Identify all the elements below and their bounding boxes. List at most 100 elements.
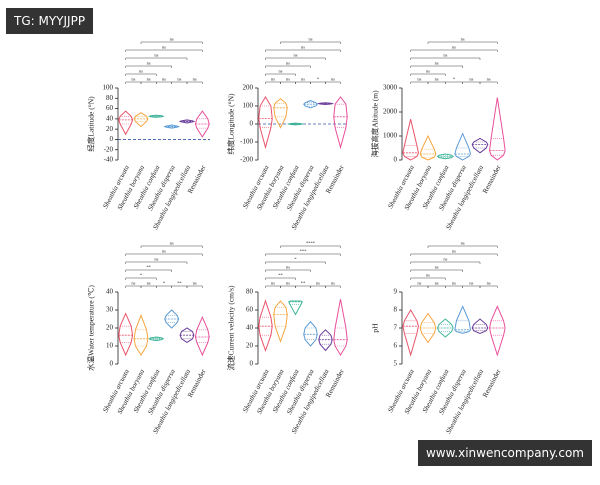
significance-bracket	[125, 65, 172, 68]
significance-bracket	[295, 285, 311, 288]
significance-label: ns	[286, 281, 290, 286]
significance-label: **	[146, 265, 151, 270]
y-axis-label: pH	[371, 323, 380, 333]
significance-label: ns	[147, 77, 151, 82]
significance-bracket	[140, 285, 157, 288]
significance-bracket	[280, 285, 296, 288]
y-tick-label: 10	[106, 342, 114, 350]
y-tick-label: 3000	[383, 84, 398, 92]
significance-label: ns	[193, 77, 197, 82]
y-tick-label: 60	[106, 104, 114, 112]
significance-label: ns	[301, 45, 305, 50]
y-tick-label: -20	[104, 145, 114, 153]
significance-label: ns	[452, 281, 456, 286]
significance-bracket	[140, 41, 203, 44]
violin	[273, 300, 288, 344]
y-tick-label: 1000	[383, 132, 398, 140]
significance-bracket	[265, 285, 281, 288]
significance-label: ns	[162, 45, 166, 50]
significance-bracket	[410, 285, 429, 288]
significance-bracket	[445, 285, 463, 288]
significance-bracket	[265, 57, 326, 60]
significance-bracket	[265, 261, 326, 264]
y-tick-label: -200	[240, 156, 253, 164]
significance-bracket	[265, 65, 311, 68]
significance-label: *	[317, 77, 320, 82]
significance-label: ns	[435, 265, 439, 270]
significance-label: *	[453, 77, 456, 82]
significance-bracket	[410, 81, 429, 84]
significance-bracket	[156, 81, 172, 84]
significance-label: ns	[271, 281, 275, 286]
significance-label: ns	[469, 281, 473, 286]
significance-label: ns	[461, 37, 465, 42]
significance-label: ns	[131, 281, 135, 286]
y-tick-label: 80	[106, 94, 114, 102]
significance-label: ns	[443, 257, 447, 262]
violin	[133, 112, 149, 128]
significance-label: ns	[452, 45, 456, 50]
significance-bracket	[156, 285, 172, 288]
significance-label: ns	[271, 77, 275, 82]
y-tick-label: 20	[106, 125, 114, 133]
significance-label: ns	[131, 77, 135, 82]
violin	[133, 314, 149, 356]
y-tick-label: 30	[106, 306, 114, 314]
y-tick-label: 7	[394, 324, 398, 332]
significance-bracket	[410, 277, 446, 280]
significance-label: ns	[147, 281, 151, 286]
significance-bracket	[140, 81, 157, 84]
y-tick-label: 20	[246, 342, 254, 350]
significance-label: ns	[193, 281, 197, 286]
y-tick-label: 200	[243, 84, 254, 92]
significance-bracket	[427, 245, 498, 248]
y-axis-label: 海拔高度Altitude (m)	[370, 90, 380, 158]
significance-label: ns	[162, 249, 166, 254]
significance-bracket	[171, 81, 188, 84]
y-tick-label: 40	[106, 114, 114, 122]
significance-label: ns	[435, 281, 439, 286]
significance-label: ns	[286, 61, 290, 66]
significance-bracket	[295, 81, 311, 84]
significance-bracket	[280, 41, 341, 44]
significance-label: ns	[177, 77, 181, 82]
violin	[318, 329, 333, 352]
significance-label: ns	[443, 53, 447, 58]
violin	[436, 318, 454, 338]
significance-bracket	[125, 57, 188, 60]
significance-label: ns	[278, 69, 282, 74]
violin	[454, 305, 471, 334]
significance-label: ***	[300, 249, 308, 254]
y-tick-label: 5	[394, 360, 398, 368]
significance-bracket	[125, 269, 172, 272]
significance-bracket	[125, 49, 203, 52]
significance-bracket	[410, 261, 481, 264]
significance-label: ns	[452, 249, 456, 254]
significance-bracket	[427, 285, 446, 288]
significance-bracket	[410, 253, 498, 256]
y-tick-label: 20	[106, 324, 114, 332]
significance-label: ns	[154, 257, 158, 262]
violin	[402, 119, 419, 161]
violin	[258, 299, 273, 353]
violin	[436, 153, 454, 160]
significance-label: ns	[435, 77, 439, 82]
violin	[303, 100, 318, 109]
y-tick-label: 0	[250, 360, 254, 368]
violin	[148, 336, 165, 342]
significance-label: ns	[426, 273, 430, 278]
significance-bracket	[410, 49, 498, 52]
y-tick-label: 0	[250, 120, 254, 128]
significance-label: ns	[316, 281, 320, 286]
significance-bracket	[479, 81, 498, 84]
violin	[273, 98, 288, 129]
significance-label: ns	[147, 61, 151, 66]
significance-label: ns	[331, 281, 335, 286]
significance-bracket	[310, 285, 326, 288]
significance-label: *	[140, 273, 143, 278]
violin	[471, 318, 489, 334]
y-axis-label: 流速Current velocity (cm/s)	[226, 285, 236, 370]
y-tick-label: 0	[110, 135, 114, 143]
significance-label: ns	[154, 53, 158, 58]
